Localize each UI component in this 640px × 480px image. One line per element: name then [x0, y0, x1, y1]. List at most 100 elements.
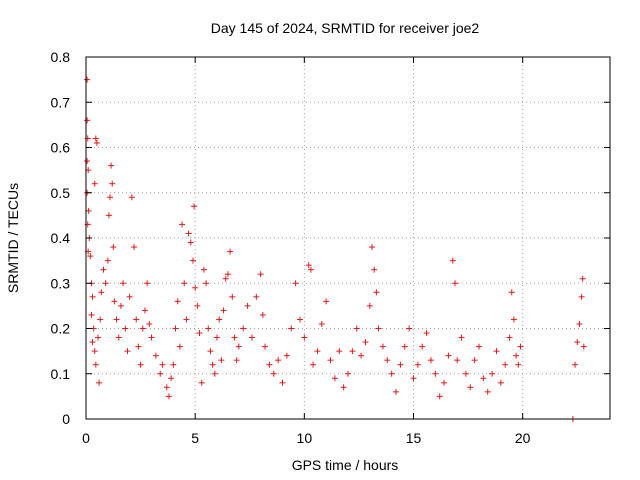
data-point — [108, 162, 115, 169]
data-point — [233, 357, 240, 364]
data-point — [227, 248, 234, 255]
data-point — [353, 325, 360, 332]
data-point — [97, 316, 104, 323]
data-point — [111, 298, 118, 305]
data-point — [410, 375, 417, 382]
data-point — [307, 266, 314, 273]
data-point — [148, 334, 155, 341]
data-point — [231, 334, 238, 341]
data-point — [187, 239, 194, 246]
data-point — [578, 293, 585, 300]
data-point — [432, 370, 439, 377]
y-tick-label: 0.1 — [51, 366, 71, 382]
data-point — [419, 343, 426, 350]
data-point — [176, 343, 183, 350]
data-point — [93, 139, 100, 146]
data-point — [471, 357, 478, 364]
data-point — [283, 352, 290, 359]
data-point — [165, 393, 172, 400]
data-point — [314, 348, 321, 355]
data-point — [275, 357, 282, 364]
data-point — [95, 334, 102, 341]
data-point — [484, 388, 491, 395]
data-point — [191, 203, 198, 210]
y-axis-label: SRMTID / TECUs — [5, 183, 21, 293]
data-point — [513, 352, 520, 359]
x-tick-label: 20 — [515, 430, 531, 446]
grid — [86, 57, 610, 419]
data-point — [84, 158, 91, 165]
data-point — [205, 325, 212, 332]
data-point — [476, 343, 482, 350]
data-point — [489, 370, 496, 377]
data-point — [327, 357, 334, 364]
data-point — [349, 348, 356, 355]
data-point — [168, 375, 175, 382]
y-tick-label: 0.6 — [51, 140, 71, 156]
x-tick-label: 10 — [297, 430, 313, 446]
data-point — [135, 343, 142, 350]
y-tick-label: 0.7 — [51, 94, 71, 110]
data-point — [366, 302, 373, 309]
y-tick-label: 0.4 — [51, 230, 71, 246]
data-point — [126, 293, 133, 300]
data-point — [152, 352, 159, 359]
data-point — [369, 244, 376, 251]
data-point — [222, 275, 229, 282]
data-point — [336, 348, 343, 355]
data-point — [301, 334, 308, 341]
data-point — [120, 280, 127, 287]
data-point — [200, 266, 207, 273]
data-point — [209, 361, 216, 368]
data-point — [423, 330, 430, 337]
data-point — [109, 180, 116, 187]
data-point — [279, 379, 286, 386]
data-point — [189, 257, 196, 264]
data-point — [270, 370, 277, 377]
data-point — [92, 135, 99, 142]
data-point — [467, 384, 474, 391]
data-point — [174, 298, 181, 305]
data-point — [502, 361, 509, 368]
data-point — [397, 361, 404, 368]
data-point — [92, 361, 99, 368]
data-point — [110, 244, 117, 251]
data-point — [375, 325, 382, 332]
data-point — [579, 275, 586, 282]
data-point — [117, 302, 124, 309]
data-point — [414, 361, 421, 368]
data-point — [454, 357, 461, 364]
data-point — [157, 370, 164, 377]
data-point — [220, 307, 227, 314]
y-tick-label: 0.3 — [51, 275, 71, 291]
data-point — [211, 370, 218, 377]
data-point — [373, 289, 380, 296]
data-point — [100, 266, 107, 273]
data-point — [451, 280, 458, 287]
data-point — [139, 325, 146, 332]
data-point — [266, 361, 273, 368]
data-point — [105, 212, 112, 219]
data-point — [331, 375, 338, 382]
data-point — [146, 320, 153, 327]
data-point — [133, 316, 140, 323]
y-tick-label: 0.8 — [51, 49, 71, 65]
data-point — [340, 384, 347, 391]
data-point — [159, 361, 166, 368]
data-point — [183, 316, 190, 323]
data-point — [84, 117, 91, 124]
data-point — [406, 325, 413, 332]
y-tick-label: 0.2 — [51, 321, 71, 337]
data-point — [384, 357, 391, 364]
data-point — [240, 325, 247, 332]
data-point — [181, 280, 188, 287]
data-point — [144, 280, 151, 287]
data-point — [259, 311, 266, 318]
data-point — [85, 207, 92, 214]
data-point — [445, 352, 452, 359]
data-point — [229, 293, 236, 300]
data-point — [128, 194, 135, 201]
data-point — [89, 339, 96, 346]
data-point — [362, 339, 369, 346]
